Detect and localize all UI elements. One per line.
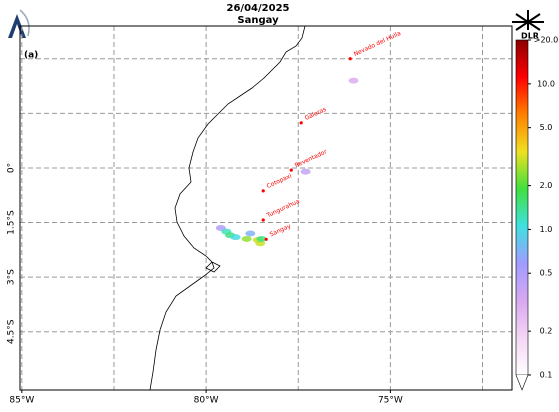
colorbar [515,39,529,376]
volcano-marker [348,57,352,61]
volcano-marker [299,121,303,125]
x-tick-label: 75°W [378,396,403,406]
colorbar-tick-label: 1.0 [540,225,553,234]
y-tick-label: 1.5°S [7,210,17,235]
y-tick-label: 0° [7,163,17,173]
subtitle: Sangay [237,15,279,26]
dlr-logo [512,10,544,31]
title: 26/04/2025 [227,3,290,14]
coastline [149,25,306,391]
colorbar-tick-label: 10.0 [537,79,555,88]
plume-pixel [256,235,267,242]
colorbar-tick-label: >20.0 [534,36,559,45]
colorbar-extension [515,374,529,391]
panel-label: (a) [24,51,38,61]
volcano-label: Cotopaxi [266,172,293,190]
volcano-marker [289,168,293,172]
volcano-label: Galeras [304,106,328,122]
volcano-marker [261,189,265,193]
plume-pixel [241,235,252,242]
volcano-marker [261,218,265,222]
institute-logo [8,9,30,38]
colorbar-tick-label: 0.2 [540,327,553,336]
colorbar-tick-label: 0.1 [540,371,553,380]
colorbar-tick-label: 5.0 [540,123,553,132]
plume-pixel [245,230,256,237]
volcano-label: Nevado del Huila [353,30,403,58]
volcano-label: Tungurahua [265,198,301,220]
volcano-label: Sangay [269,223,293,239]
plume-pixel [300,168,311,175]
colorbar-tick-label: 0.5 [540,269,553,278]
logo-text: DLR [521,32,539,41]
x-tick-label: 85°W [9,396,34,406]
y-tick-label: 3°S [7,269,17,285]
volcano-marker [264,237,268,241]
volcano-label: Reventador [294,148,329,169]
x-tick-label: 80°W [194,396,219,406]
colorbar-tick-label: 2.0 [540,181,553,190]
plume-pixel [348,77,359,84]
y-tick-label: 4.5°S [7,319,17,344]
map-frame [19,25,513,391]
plume-pixel [230,234,241,241]
